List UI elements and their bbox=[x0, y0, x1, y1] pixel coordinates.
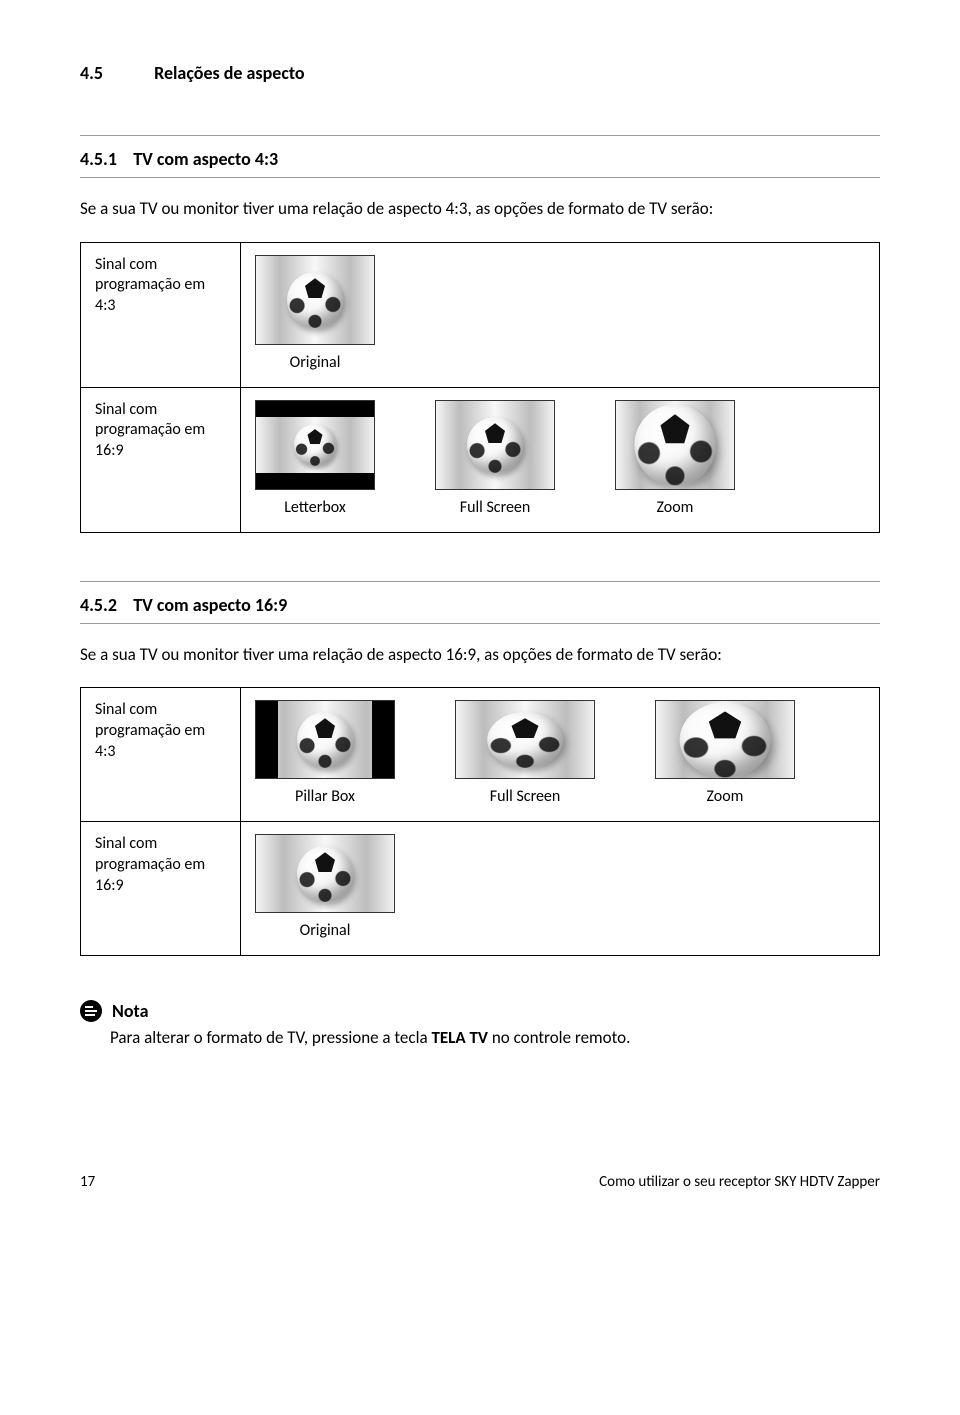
tv-4x3-fullscreen bbox=[435, 400, 555, 490]
table-row: Sinal com programação em 4:3 Pillar Box … bbox=[81, 688, 880, 822]
caption: Letterbox bbox=[284, 496, 346, 520]
note-text: Para alterar o formato de TV, pressione … bbox=[110, 1025, 630, 1051]
tv-4x3-letterbox bbox=[255, 400, 375, 490]
note-title: Nota bbox=[112, 1000, 148, 1022]
tv-16x9-original bbox=[255, 834, 395, 913]
soccer-ball-icon bbox=[634, 404, 715, 485]
thumb-zoom: Zoom bbox=[615, 400, 735, 520]
soccer-ball-icon bbox=[680, 702, 771, 778]
row-content: Original bbox=[241, 242, 880, 387]
subsection-title: TV com aspecto 4:3 bbox=[133, 148, 278, 170]
caption: Pillar Box bbox=[295, 785, 355, 809]
note-bold: TELA TV bbox=[431, 1027, 488, 1048]
row-content: Original bbox=[241, 822, 880, 956]
thumb-original: Original bbox=[255, 834, 395, 943]
subsection-title: TV com aspecto 16:9 bbox=[133, 594, 287, 616]
table-row: Sinal com programação em 16:9 Original bbox=[81, 822, 880, 956]
aspect-table-4x3: Sinal com programação em 4:3 Original Si… bbox=[80, 242, 880, 533]
subsection-intro-2: Se a sua TV ou monitor tiver uma relação… bbox=[80, 642, 880, 668]
caption: Full Screen bbox=[490, 785, 561, 809]
tv-16x9-pillarbox bbox=[255, 700, 395, 779]
soccer-ball-icon bbox=[287, 272, 343, 328]
note-icon bbox=[80, 1000, 102, 1022]
subsection-intro-1: Se a sua TV ou monitor tiver uma relação… bbox=[80, 196, 880, 222]
subsection-number: 4.5.2 bbox=[80, 594, 117, 616]
caption: Zoom bbox=[707, 785, 744, 809]
caption: Original bbox=[290, 351, 341, 375]
note-text-post: no controle remoto. bbox=[488, 1027, 630, 1048]
thumb-fullscreen: Full Screen bbox=[435, 400, 555, 520]
caption: Zoom bbox=[657, 496, 694, 520]
thumb-original: Original bbox=[255, 255, 375, 375]
row-content: Letterbox Full Screen Zoom bbox=[241, 387, 880, 532]
row-label-4-3: Sinal com programação em 4:3 bbox=[81, 688, 241, 822]
row-content: Pillar Box Full Screen Zoom bbox=[241, 688, 880, 822]
subsection-heading-2: 4.5.2 TV com aspecto 16:9 bbox=[80, 581, 880, 624]
table-row: Sinal com programação em 4:3 Original bbox=[81, 242, 880, 387]
caption: Original bbox=[300, 919, 351, 943]
thumb-fullscreen: Full Screen bbox=[455, 700, 595, 809]
soccer-ball-icon bbox=[297, 712, 353, 768]
row-label-16-9: Sinal com programação em 16:9 bbox=[81, 822, 241, 956]
table-row: Sinal com programação em 16:9 Letterbox … bbox=[81, 387, 880, 532]
row-label-4-3: Sinal com programação em 4:3 bbox=[81, 242, 241, 387]
soccer-ball-icon bbox=[487, 712, 563, 768]
thumb-pillarbox: Pillar Box bbox=[255, 700, 395, 809]
caption: Full Screen bbox=[460, 496, 531, 520]
tv-16x9-zoom bbox=[655, 700, 795, 779]
page-footer: 17 Como utilizar o seu receptor SKY HDTV… bbox=[80, 1171, 880, 1194]
chapter-title: Como utilizar o seu receptor SKY HDTV Za… bbox=[599, 1171, 880, 1194]
soccer-ball-icon bbox=[294, 424, 336, 466]
page-number: 17 bbox=[80, 1171, 95, 1194]
note-block: Nota Para alterar o formato de TV, press… bbox=[80, 998, 880, 1051]
aspect-table-16x9: Sinal com programação em 4:3 Pillar Box … bbox=[80, 687, 880, 956]
section-number: 4.5 bbox=[80, 60, 150, 87]
note-text-pre: Para alterar o formato de TV, pressione … bbox=[110, 1027, 431, 1048]
section-title: Relações de aspecto bbox=[154, 62, 305, 84]
tv-4x3-original bbox=[255, 255, 375, 345]
note-content: Nota Para alterar o formato de TV, press… bbox=[110, 998, 630, 1051]
tv-4x3-zoom bbox=[615, 400, 735, 490]
subsection-number: 4.5.1 bbox=[80, 148, 117, 170]
thumb-zoom: Zoom bbox=[655, 700, 795, 809]
soccer-ball-icon bbox=[467, 417, 523, 473]
section-heading: 4.5 Relações de aspecto bbox=[80, 60, 880, 87]
thumb-letterbox: Letterbox bbox=[255, 400, 375, 520]
row-label-16-9: Sinal com programação em 16:9 bbox=[81, 387, 241, 532]
subsection-heading-1: 4.5.1 TV com aspecto 4:3 bbox=[80, 135, 880, 178]
soccer-ball-icon bbox=[297, 846, 353, 902]
tv-16x9-fullscreen bbox=[455, 700, 595, 779]
